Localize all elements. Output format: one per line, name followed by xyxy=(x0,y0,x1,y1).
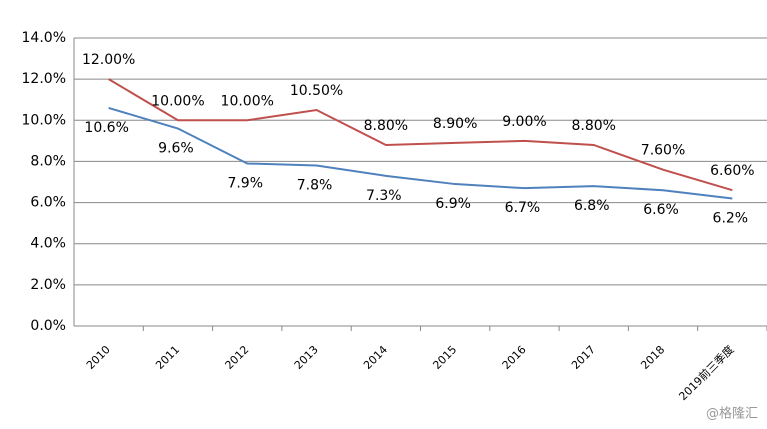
data-label: 6.6% xyxy=(643,202,679,218)
x-tick-label: 2017 xyxy=(569,343,598,372)
data-label: 6.7% xyxy=(505,200,541,216)
y-tick-label: 4.0% xyxy=(30,236,66,252)
data-label: 8.90% xyxy=(433,116,477,132)
data-label: 9.00% xyxy=(502,114,546,130)
y-tick-label: 8.0% xyxy=(30,153,66,169)
y-tick-label: 14.0% xyxy=(22,30,66,46)
series-line xyxy=(108,78,733,192)
x-tick-label: 2013 xyxy=(292,343,321,372)
data-label: 6.8% xyxy=(574,198,610,214)
x-tick-label: 2018 xyxy=(638,343,667,372)
data-label: 10.50% xyxy=(290,83,343,99)
y-tick-label: 10.0% xyxy=(22,112,66,128)
series-line xyxy=(108,106,733,200)
data-label: 10.00% xyxy=(221,93,274,109)
data-label: 12.00% xyxy=(82,52,135,68)
x-tick-label: 2011 xyxy=(153,343,182,372)
data-label: 10.00% xyxy=(151,93,204,109)
data-label: 7.3% xyxy=(366,188,402,204)
y-tick-label: 12.0% xyxy=(22,71,66,87)
data-label: 10.6% xyxy=(84,120,128,136)
data-label: 9.6% xyxy=(158,141,194,157)
data-label: 8.80% xyxy=(364,118,408,134)
data-label: 6.9% xyxy=(435,196,471,212)
data-label: 6.60% xyxy=(710,163,754,179)
data-label: 7.9% xyxy=(227,175,263,191)
x-tick-label: 2019前三季度 xyxy=(676,342,737,403)
data-label: 6.2% xyxy=(713,210,749,226)
x-tick-label: 2012 xyxy=(223,343,252,372)
x-tick-label: 2014 xyxy=(361,343,390,372)
y-tick-label: 2.0% xyxy=(30,277,66,293)
x-tick-label: 2015 xyxy=(430,343,459,372)
data-label: 7.8% xyxy=(297,178,333,194)
y-tick-label: 6.0% xyxy=(30,195,66,211)
data-label: 8.80% xyxy=(572,118,616,134)
x-tick-label: 2010 xyxy=(84,343,113,372)
data-label: 7.60% xyxy=(641,143,685,159)
watermark: @格隆汇 xyxy=(706,406,758,422)
x-tick-label: 2016 xyxy=(500,343,529,372)
y-tick-label: 0.0% xyxy=(30,318,66,334)
